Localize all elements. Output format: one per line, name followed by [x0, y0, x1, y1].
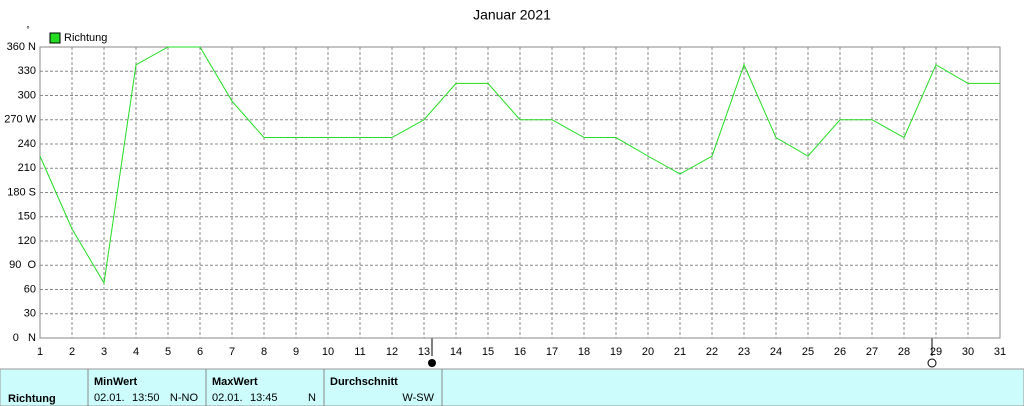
y-tick-label: 150 [18, 211, 36, 223]
y-tick-label: 120 [18, 235, 36, 247]
x-tick-label: 16 [514, 346, 526, 358]
x-tick-label: 14 [450, 346, 462, 358]
row-label: Richtung [8, 393, 56, 405]
x-tick-label: 1 [37, 346, 43, 358]
cell-date: 02.01. [212, 392, 243, 404]
x-tick-label: 17 [546, 346, 558, 358]
x-tick-label: 31 [994, 346, 1006, 358]
cell-date: 02.01. [94, 392, 125, 404]
new-moon-icon [428, 359, 436, 367]
x-tick-label: 19 [610, 346, 622, 358]
legend-swatch [49, 32, 61, 44]
x-tick-label: 23 [738, 346, 750, 358]
data-line [39, 46, 1000, 285]
x-tick-label: 6 [197, 346, 203, 358]
x-tick-label: 29 [930, 346, 942, 358]
x-tick-label: 8 [261, 346, 267, 358]
x-tick-label: 7 [229, 346, 235, 358]
x-tick-label: 30 [962, 346, 974, 358]
y-tick-label: 270 W [4, 114, 36, 126]
panel-separators [87, 369, 443, 406]
y-tick-label: 240 [18, 138, 36, 150]
x-tick-label: 25 [802, 346, 814, 358]
x-tick-label: 9 [293, 346, 299, 358]
x-tick-label: 5 [165, 346, 171, 358]
plot-border [39, 46, 1001, 339]
y-tick-label: 180 S [7, 186, 36, 198]
cell-value: W-SW [402, 392, 434, 404]
y-tick-label: 210 [18, 162, 36, 174]
col-header: MaxWert [212, 376, 258, 388]
x-tick-label: 27 [866, 346, 878, 358]
x-tick-label: 11 [354, 346, 365, 358]
y-tick-label: 0 N [13, 332, 36, 344]
y-tick-label: 360 N [7, 41, 36, 53]
x-tick-label: 2 [69, 346, 75, 358]
x-tick-label: 18 [578, 346, 590, 358]
x-tick-label: 15 [482, 346, 494, 358]
y-tick-label: 30 [24, 308, 36, 320]
cell-time: 13:45 [250, 392, 278, 404]
x-tick-label: 21 [674, 346, 686, 358]
y-tick-label: 300 [18, 89, 36, 101]
chart-title: Januar 2021 [473, 7, 551, 23]
x-tick-label: 3 [101, 346, 107, 358]
col-header: Durchschnitt [330, 376, 398, 388]
legend-label: Richtung [64, 32, 107, 44]
x-tick-label: 24 [770, 346, 782, 358]
x-tick-label: 26 [834, 346, 846, 358]
cell-value: N [308, 392, 316, 404]
x-tick-label: 20 [642, 346, 654, 358]
x-tick-label: 10 [322, 346, 334, 358]
x-tick-label: 22 [706, 346, 718, 358]
x-tick-label: 12 [386, 346, 398, 358]
cell-value: N-NO [170, 392, 199, 404]
y-tick-label: 330 [18, 65, 36, 77]
cell-time: 13:50 [132, 392, 160, 404]
full-moon-icon [927, 358, 937, 368]
col-header: MinWert [94, 376, 138, 388]
x-tick-label: 4 [133, 346, 139, 358]
y-tick-label: 90 O [9, 259, 36, 271]
x-tick-label: 13 [418, 346, 430, 358]
y-tick-label: 60 [24, 283, 36, 295]
unit: ° [26, 25, 29, 34]
x-tick-label: 28 [898, 346, 910, 358]
summary-panel [0, 368, 1024, 406]
